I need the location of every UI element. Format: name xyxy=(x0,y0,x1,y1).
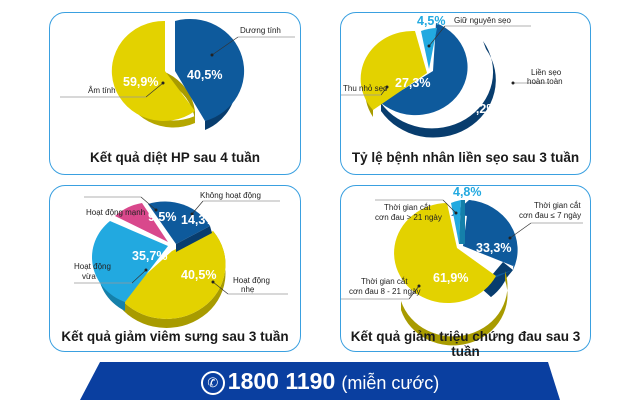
label-moderate-2: vừa xyxy=(82,272,96,281)
chart-title: Kết quả diệt HP sau 4 tuần xyxy=(89,150,261,165)
label-negative: Âm tính xyxy=(88,86,116,95)
label-gt21-1: Thời gian cắt xyxy=(384,203,431,212)
hotline-banner xyxy=(80,362,560,400)
pct-mild: 40,5% xyxy=(181,268,216,282)
chart-card-scar: 27,3% 68,2% 4,5% Thu nhỏ sẹo Liền sẹo ho… xyxy=(340,12,591,175)
pct-le7: 33,3% xyxy=(476,241,511,255)
pie-chart-inflammation: 14,3% 9,5% 35,7% 40,5% Không hoạt động H… xyxy=(74,191,288,328)
pct-moderate: 35,7% xyxy=(132,249,167,263)
label-mild-1: Hoạt động xyxy=(233,276,270,285)
label-healed-1: Liền sẹo xyxy=(531,68,562,77)
chart-card-pain: 33,3% 61,9% 4,8% Thời gian cắt cơn đau ≤… xyxy=(340,185,591,359)
label-shrink: Thu nhỏ sẹo xyxy=(343,84,388,93)
chart-title: Tỷ lệ bệnh nhân liền sẹo sau 3 tuần xyxy=(351,150,580,165)
label-mild-2: nhẹ xyxy=(241,285,255,294)
phone-number: 1800 1190 xyxy=(227,368,336,394)
phone-note: (miễn cước) xyxy=(341,373,440,393)
pct-gt21: 4,8% xyxy=(453,186,482,199)
label-le7-2: cơn đau ≤ 7 ngày xyxy=(519,211,581,220)
chart-title: Kết quả giảm viêm sưng sau 3 tuần xyxy=(61,329,289,344)
hotline[interactable]: ✆ 1800 1190 (miễn cước) xyxy=(0,368,640,395)
chart-card-hp: 40,5% 59,9% Dương tính Âm tính Kết quả d… xyxy=(49,12,301,175)
label-positive: Dương tính xyxy=(240,26,281,35)
label-inactive: Không hoạt động xyxy=(200,191,261,200)
pct-healed: 68,2% xyxy=(462,102,497,116)
pct-positive: 40,5% xyxy=(187,68,222,82)
label-le7-1: Thời gian cắt xyxy=(534,201,581,210)
label-healed-2: hoàn toàn xyxy=(527,77,563,86)
chart-card-inflammation: 14,3% 9,5% 35,7% 40,5% Không hoạt động H… xyxy=(49,185,301,352)
label-8to21-1: Thời gian cắt xyxy=(361,277,408,286)
chart-title: Kết quả giảm triệu chứng đau sau 3 tuần xyxy=(350,329,581,359)
pct-inactive: 14,3% xyxy=(181,213,216,227)
label-gt21-2: cơn đau > 21 ngày xyxy=(375,213,442,222)
label-strong: Hoạt động mạnh xyxy=(86,208,145,217)
pie-chart-pain: 33,3% 61,9% 4,8% Thời gian cắt cơn đau ≤… xyxy=(341,186,583,346)
label-8to21-2: cơn đau 8 - 21 ngày xyxy=(349,287,421,296)
pct-strong: 9,5% xyxy=(148,210,177,224)
phone-icon: ✆ xyxy=(200,371,225,395)
pct-shrink: 27,3% xyxy=(395,76,430,90)
pct-8to21: 61,9% xyxy=(433,271,468,285)
pct-negative: 59,9% xyxy=(123,75,158,89)
label-moderate-1: Hoạt động xyxy=(74,262,111,271)
pie-chart-scar: 27,3% 68,2% 4,5% Thu nhỏ sẹo Liền sẹo ho… xyxy=(341,14,563,138)
pie-chart-hp: 40,5% 59,9% Dương tính Âm tính xyxy=(60,18,295,130)
label-unchanged: Giữ nguyên sẹo xyxy=(454,16,511,25)
pct-unchanged: 4,5% xyxy=(417,14,446,28)
